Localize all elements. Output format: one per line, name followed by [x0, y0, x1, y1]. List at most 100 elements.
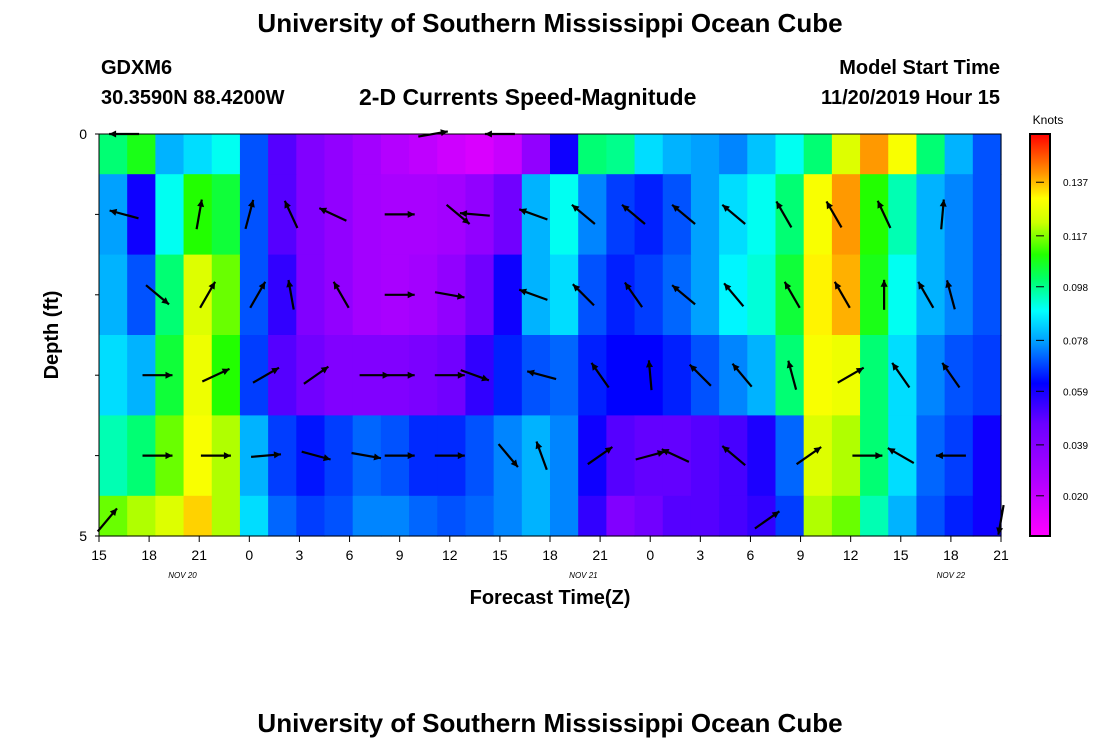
current-vector [880, 279, 888, 310]
heatmap-cell [578, 495, 607, 537]
heatmap-cell [268, 174, 297, 256]
x-tick-label: 21 [592, 547, 608, 563]
current-vector [945, 280, 956, 310]
current-vector [142, 452, 173, 460]
current-vector [434, 291, 465, 300]
heatmap-cell [690, 335, 720, 416]
current-vector [283, 200, 299, 229]
heatmap-cell [831, 254, 861, 336]
heatmap-cell [324, 134, 354, 175]
heatmap-cell [690, 134, 720, 175]
heatmap-cell [606, 495, 636, 537]
heatmap-cell [944, 495, 974, 537]
heatmap-cell [662, 254, 692, 336]
model-start-value: 11/20/2019 Hour 15 [820, 87, 1000, 109]
heatmap-cell [888, 335, 918, 416]
current-vector [535, 441, 548, 471]
heatmap-cell [578, 335, 607, 416]
heatmap-cell [465, 495, 495, 537]
current-vector [249, 281, 267, 309]
heatmap-cell [380, 134, 410, 175]
current-vector [244, 199, 255, 230]
x-tick-label: 15 [492, 547, 508, 563]
current-vector [497, 443, 519, 468]
heatmap-cell [380, 495, 410, 537]
current-vector [731, 362, 753, 388]
current-vector [252, 366, 280, 384]
heatmap-cell [324, 495, 354, 537]
heatmap-cell [634, 174, 664, 256]
heatmap-cell [550, 415, 579, 497]
x-tick-label: 6 [346, 547, 354, 563]
heatmap-cell [944, 254, 974, 336]
heatmap-cell [437, 134, 467, 175]
heatmap-cell [268, 495, 297, 537]
heatmap-cell [99, 335, 128, 416]
heatmap-cell [747, 254, 777, 336]
heatmap-cell [465, 415, 495, 497]
heatmap-cell [606, 335, 636, 416]
heatmap-cell [662, 174, 692, 256]
colorbar-tick-label: 0.117 [1063, 232, 1088, 243]
heatmap-cell [775, 495, 805, 537]
heatmap-cell [831, 495, 861, 537]
heatmap-cell [634, 495, 664, 537]
heatmap-cell [465, 335, 495, 416]
heatmap-cell [127, 134, 156, 175]
current-vector [587, 446, 614, 466]
heatmap-cell [916, 254, 946, 336]
heatmap-cell [550, 335, 579, 416]
heatmap-cell [606, 174, 636, 256]
heatmap-cell [888, 134, 918, 175]
heatmap-cell [521, 134, 551, 175]
y-tick-label: 5 [79, 528, 87, 544]
heatmap-cell [239, 134, 269, 175]
x-tick-label: 15 [893, 547, 909, 563]
y-axis-label: Depth (ft) [41, 291, 63, 380]
heatmap-cell [916, 335, 946, 416]
y-axis: 05 [79, 126, 99, 544]
heatmap-cell [775, 174, 805, 256]
current-vector [434, 371, 465, 379]
heatmap-cell [155, 174, 185, 256]
colorbar-tick-label: 0.078 [1063, 336, 1088, 347]
heatmap-cell [99, 134, 128, 175]
current-vector [460, 369, 490, 382]
heatmap-cell [211, 495, 241, 537]
heatmap-cell [690, 174, 720, 256]
station-id: GDXM6 [101, 57, 173, 79]
heatmap-cell [239, 174, 269, 256]
heatmap-cell [972, 174, 1002, 256]
x-tick-label: 21 [191, 547, 207, 563]
heatmap-cell [211, 174, 241, 256]
current-vector [200, 452, 231, 460]
heatmap-cell [690, 415, 720, 497]
current-vector [825, 200, 843, 228]
heatmap-cell [578, 134, 607, 175]
heatmap-cell [775, 134, 805, 175]
heatmap-cell [606, 134, 636, 175]
heatmap-cell [155, 134, 185, 175]
colorbar-gradient [1029, 133, 1051, 537]
current-vector [571, 203, 596, 225]
current-vector [621, 203, 646, 225]
current-vector [917, 281, 935, 309]
current-vector [201, 367, 230, 383]
heatmap-cell [493, 174, 523, 256]
current-vector [939, 199, 947, 230]
current-vector [688, 363, 712, 387]
heatmap-cell [324, 415, 354, 497]
heatmap-cell [99, 415, 128, 497]
current-vector [384, 371, 415, 379]
y-tick-label: 0 [79, 126, 87, 142]
heatmap-cell [775, 254, 805, 336]
x-tick-label: 12 [843, 547, 859, 563]
current-vector [646, 360, 653, 391]
heatmap-cell [155, 254, 185, 336]
heatmap-cell [606, 415, 636, 497]
colorbar-tick-label: 0.098 [1063, 283, 1088, 294]
heatmap-cell [803, 335, 833, 416]
colorbar-tick-label: 0.039 [1063, 441, 1088, 452]
heatmap-cell [296, 134, 326, 175]
